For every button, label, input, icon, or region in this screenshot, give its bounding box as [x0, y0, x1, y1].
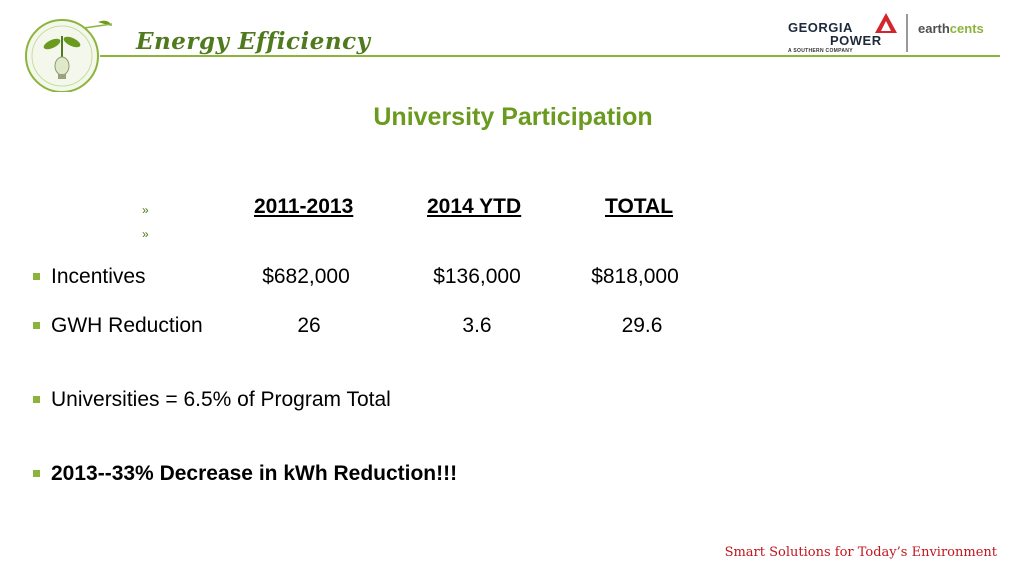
earthcents-part-a: earth: [918, 21, 950, 36]
column-header-2011-2013: 2011-2013: [254, 195, 354, 218]
slide-title-text: University Participation: [373, 103, 653, 131]
energy-efficiency-logo-icon: [25, 19, 112, 92]
slide-title: University Participation: [0, 103, 1024, 132]
sub-bullet-marker-2: »: [142, 227, 149, 241]
bullet-square-icon: [33, 322, 40, 329]
bullet-square-icon: [33, 470, 40, 477]
earthcents-part-b: cents: [949, 21, 984, 36]
table-cell: $818,000: [591, 265, 679, 288]
sub-bullet-marker-1: »: [142, 203, 149, 217]
bullet-square-icon: [33, 273, 40, 280]
partner-subtitle: A SOUTHERN COMPANY: [788, 48, 853, 54]
georgia-power-logo: GEORGIA POWER A SOUTHERN COMPANY: [788, 12, 898, 54]
column-header-total: TOTAL: [605, 195, 674, 218]
bullet-square-icon: [33, 396, 40, 403]
table-cell: 3.6: [462, 314, 492, 337]
row-label-incentives: Incentives: [51, 265, 146, 288]
earthcents-logo: earthcents: [918, 21, 984, 36]
table-cell: $136,000: [433, 265, 521, 288]
table-cell: $682,000: [262, 265, 350, 288]
column-header-2014-ytd: 2014 YTD: [427, 195, 522, 218]
partner-word-1: GEORGIA: [788, 20, 853, 35]
table-cell: 26: [297, 314, 321, 337]
brand-title: Energy Efficiency: [136, 28, 371, 55]
triangle-logo-icon: [875, 13, 897, 33]
logo-separator: [906, 14, 908, 52]
footer-tagline: Smart Solutions for Today’s Environment: [724, 545, 997, 560]
header-divider-line: [100, 55, 1000, 57]
row-label-gwh-reduction: GWH Reduction: [51, 314, 203, 337]
table-cell: 29.6: [621, 314, 663, 337]
bullet-universities: Universities = 6.5% of Program Total: [51, 388, 391, 411]
bullet-decrease: 2013--33% Decrease in kWh Reduction!!!: [51, 462, 458, 485]
partner-word-2: POWER: [830, 33, 882, 48]
